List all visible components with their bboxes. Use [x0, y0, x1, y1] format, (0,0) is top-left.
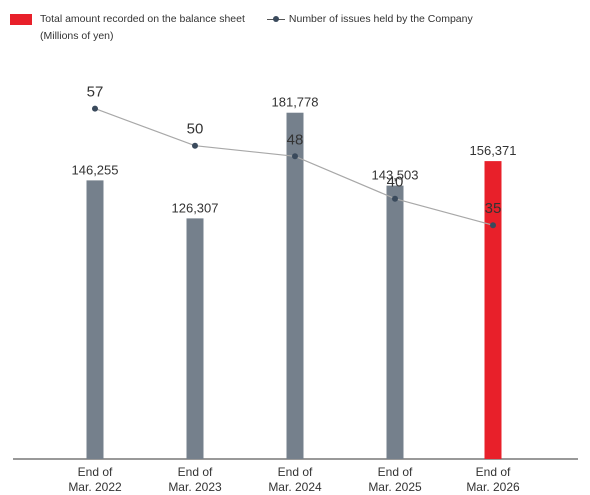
x-tick-label-0-0: End of: [78, 465, 113, 479]
line-value-label-1: 50: [187, 121, 204, 138]
bar-value-label-0: 146,255: [72, 162, 119, 177]
bar-value-label-3: 143,503: [372, 168, 419, 183]
line-value-label-2: 48: [287, 131, 304, 148]
legend-line-marker-icon: [266, 14, 285, 25]
bar-2: [286, 112, 304, 459]
line-point-2: [292, 153, 298, 160]
line-point-0: [92, 105, 98, 112]
bar-value-label-1: 126,307: [172, 200, 219, 215]
x-tick-label-4-1: Mar. 2026: [466, 480, 520, 494]
x-tick-label-0-1: Mar. 2022: [68, 480, 122, 494]
x-tick-label-2-0: End of: [278, 465, 313, 479]
bar-3: [386, 185, 404, 460]
line-point-1: [192, 142, 198, 149]
bar-value-label-4: 156,371: [470, 143, 517, 158]
legend-line-label: Number of issues held by the Company: [288, 13, 473, 25]
chart-legend: Total amount recorded on the balance she…: [10, 10, 473, 42]
line-value-label-0: 57: [87, 84, 104, 101]
line-point-4: [490, 222, 496, 229]
bar-4: [484, 161, 502, 459]
x-tick-label-4-0: End of: [476, 465, 511, 479]
line-value-label-4: 35: [485, 200, 502, 217]
bar-value-label-2: 181,778: [272, 95, 319, 110]
line-point-3: [392, 195, 398, 202]
legend-bar-entry: Total amount recorded on the balance she…: [10, 10, 473, 28]
bar-0: [86, 180, 104, 460]
line-value-label-3: 40: [387, 174, 404, 191]
legend-bar-label: Total amount recorded on the balance she…: [40, 13, 245, 25]
x-tick-label-3-1: Mar. 2025: [368, 480, 422, 494]
x-tick-label-2-1: Mar. 2024: [268, 480, 322, 494]
x-tick-label-1-1: Mar. 2023: [168, 480, 222, 494]
bar-1: [186, 218, 204, 459]
legend-bar-swatch: [10, 13, 32, 25]
unit-label: (Millions of yen): [40, 30, 114, 42]
x-tick-label-3-0: End of: [378, 465, 413, 479]
x-tick-label-1-0: End of: [178, 465, 213, 479]
